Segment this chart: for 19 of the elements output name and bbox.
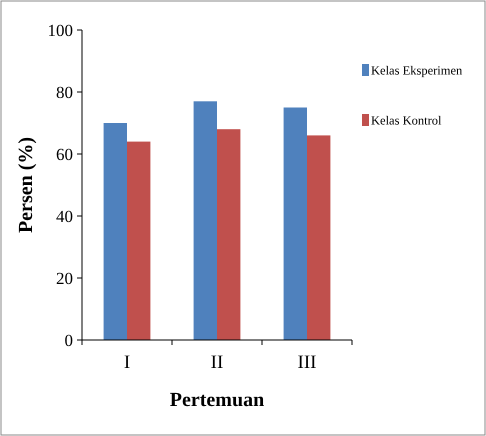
y-tick-label: 40 bbox=[56, 206, 73, 226]
bar bbox=[307, 135, 330, 340]
y-tick-label: 20 bbox=[56, 268, 73, 288]
bar bbox=[127, 142, 150, 340]
x-axis-title: Pertemuan bbox=[170, 389, 264, 411]
bar bbox=[194, 101, 217, 340]
y-tick-label: 100 bbox=[48, 20, 73, 40]
bar bbox=[217, 129, 240, 340]
bar bbox=[284, 108, 307, 340]
x-tick-label: II bbox=[210, 352, 224, 373]
y-tick-label: 0 bbox=[64, 330, 73, 350]
y-tick-label: 60 bbox=[56, 144, 73, 164]
bar bbox=[104, 123, 127, 340]
y-axis-title: Persen (%) bbox=[15, 136, 37, 234]
legend-label: Kelas Kontrol bbox=[371, 113, 442, 128]
x-tick-label: I bbox=[124, 352, 130, 373]
y-tick-label: 80 bbox=[56, 82, 73, 102]
legend-label: Kelas Eksperimen bbox=[371, 63, 464, 78]
x-tick-label: III bbox=[298, 352, 316, 373]
